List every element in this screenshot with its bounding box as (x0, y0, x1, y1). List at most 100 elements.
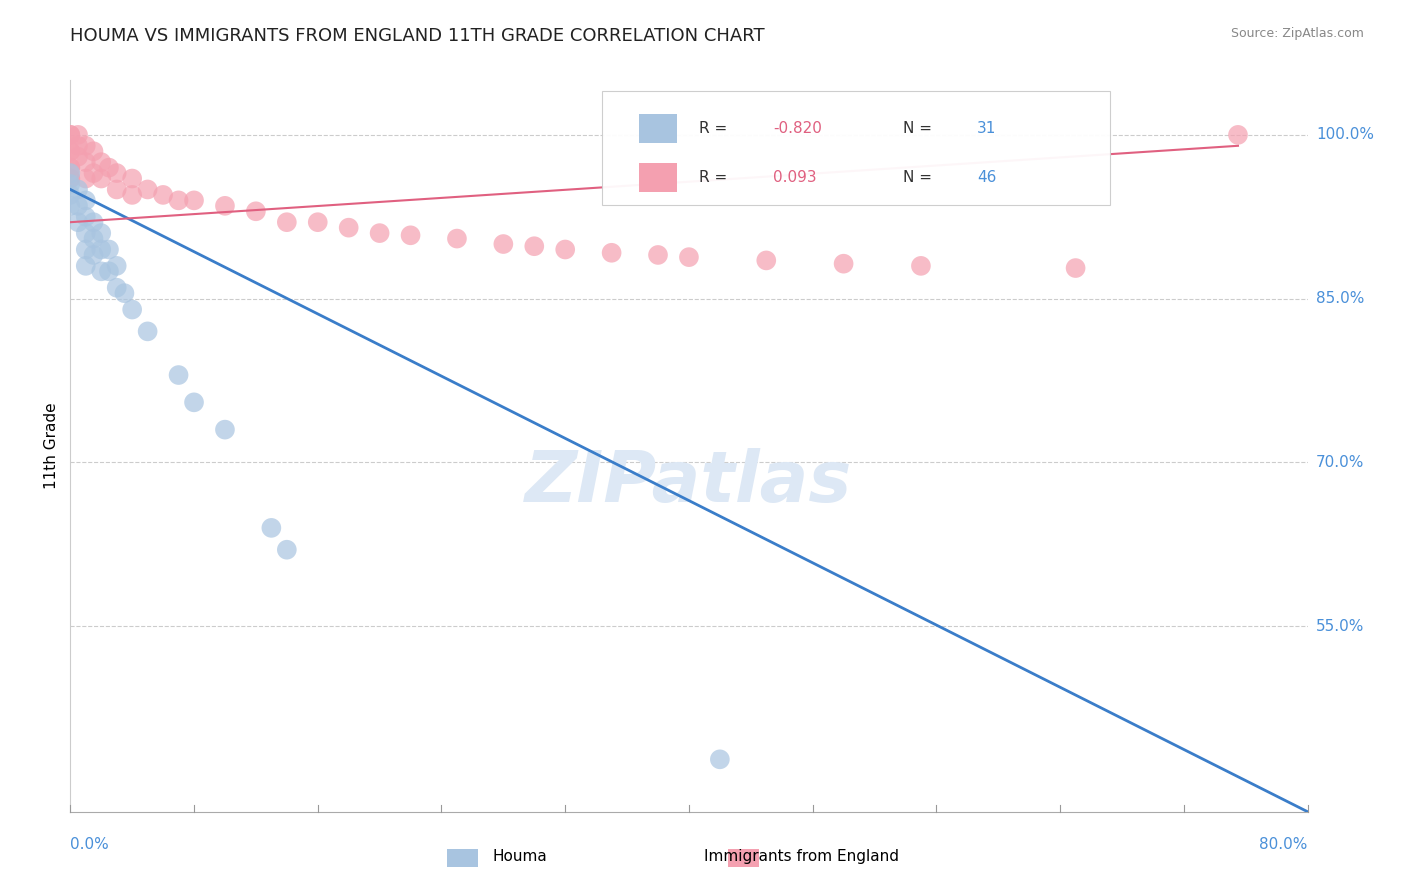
Point (90, 171, 112, 186)
Text: HOUMA VS IMMIGRANTS FROM ENGLAND 11TH GRADE CORRELATION CHART: HOUMA VS IMMIGRANTS FROM ENGLAND 11TH GR… (70, 27, 765, 45)
Text: 46: 46 (977, 170, 997, 186)
Point (75, 171, 97, 186)
Point (136, 182, 159, 196)
Point (709, 752, 731, 766)
Point (67, 182, 90, 196)
Point (90, 264, 112, 278)
Point (647, 248, 669, 262)
Point (1064, 261, 1087, 276)
Point (600, 245, 623, 260)
Point (183, 395, 205, 409)
Point (59, 128, 82, 142)
Point (337, 220, 360, 235)
Text: Immigrants from England: Immigrants from England (704, 849, 898, 863)
Text: 100.0%: 100.0% (1316, 128, 1374, 143)
Point (59, 171, 82, 186)
Point (121, 171, 143, 186)
Point (523, 239, 546, 253)
Text: N =: N = (903, 121, 936, 136)
Text: 0.093: 0.093 (773, 170, 817, 186)
Point (152, 188, 174, 202)
Point (105, 281, 128, 295)
Point (446, 231, 468, 245)
Point (75, 194, 97, 208)
Text: 70.0%: 70.0% (1316, 455, 1364, 470)
Point (75, 210, 97, 224)
Point (368, 226, 391, 240)
Point (90, 243, 112, 257)
Y-axis label: 11th Grade: 11th Grade (44, 402, 59, 490)
FancyBboxPatch shape (640, 163, 676, 193)
Point (755, 253, 778, 268)
Point (82, 231, 105, 245)
Point (183, 194, 205, 208)
Point (59, 161, 82, 175)
Point (276, 215, 298, 229)
Point (492, 237, 515, 252)
Point (59, 166, 82, 180)
Point (75, 243, 97, 257)
Point (59, 161, 82, 175)
Point (105, 182, 128, 196)
Text: R =: R = (699, 121, 733, 136)
Point (82, 248, 105, 262)
FancyBboxPatch shape (602, 91, 1109, 204)
Point (214, 199, 236, 213)
Text: 31: 31 (977, 121, 997, 136)
Point (75, 138, 97, 153)
Point (167, 194, 190, 208)
Point (82, 166, 105, 180)
Point (59, 199, 82, 213)
Point (105, 166, 128, 180)
Point (59, 188, 82, 202)
Text: 55.0%: 55.0% (1316, 619, 1364, 633)
Point (167, 368, 190, 382)
Text: 85.0%: 85.0% (1316, 291, 1364, 306)
Point (136, 324, 159, 338)
Point (121, 188, 143, 202)
Text: 80.0%: 80.0% (1260, 837, 1308, 852)
Text: Source: ZipAtlas.com: Source: ZipAtlas.com (1230, 27, 1364, 40)
Point (98, 161, 120, 175)
Point (260, 521, 283, 535)
Point (67, 138, 90, 153)
FancyBboxPatch shape (640, 114, 676, 144)
Point (307, 215, 329, 229)
Text: 0.0%: 0.0% (70, 837, 110, 852)
Point (59, 177, 82, 191)
Text: -0.820: -0.820 (773, 121, 823, 136)
Point (75, 155, 97, 169)
Point (98, 264, 120, 278)
Text: ZIPatlas: ZIPatlas (526, 448, 852, 517)
Point (67, 215, 90, 229)
Point (75, 259, 97, 273)
Point (67, 199, 90, 213)
Point (1227, 128, 1250, 142)
Point (59, 145, 82, 159)
Point (114, 286, 135, 301)
Point (554, 243, 576, 257)
Point (90, 155, 112, 169)
Point (98, 243, 120, 257)
Point (245, 204, 267, 219)
Point (399, 228, 422, 243)
Text: N =: N = (903, 170, 936, 186)
Point (105, 259, 128, 273)
Point (276, 542, 298, 557)
Point (832, 257, 855, 271)
Point (214, 423, 236, 437)
Point (67, 128, 90, 142)
Text: R =: R = (699, 170, 733, 186)
Point (90, 226, 112, 240)
Text: Houma: Houma (494, 849, 547, 863)
Point (59, 171, 82, 186)
Point (121, 302, 143, 317)
Point (67, 150, 90, 164)
Point (910, 259, 932, 273)
Point (678, 250, 700, 264)
Point (82, 145, 105, 159)
Point (75, 226, 97, 240)
Point (59, 128, 82, 142)
Point (82, 215, 105, 229)
Point (59, 145, 82, 159)
